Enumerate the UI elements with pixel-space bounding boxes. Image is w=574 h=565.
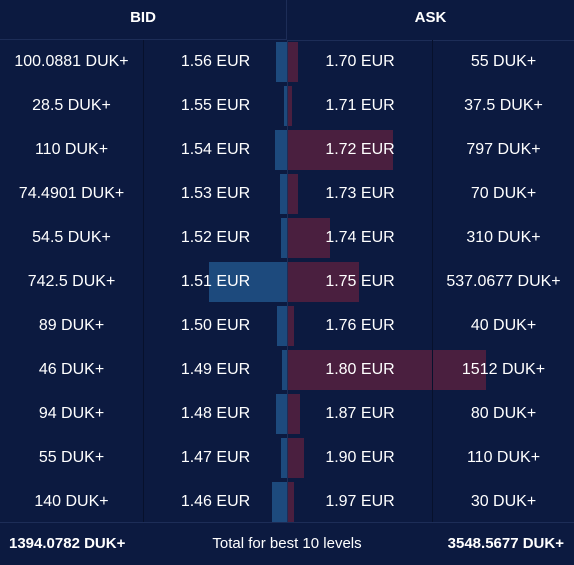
ask-price: 1.97 EUR bbox=[325, 493, 395, 510]
ask-depth-bar bbox=[288, 174, 298, 214]
ask-quantity: 797 DUK+ bbox=[466, 141, 541, 158]
ask-total: 3548.5677 DUK+ bbox=[447, 535, 564, 552]
bid-depth-bar bbox=[280, 174, 287, 214]
order-book-row[interactable]: 742.5 DUK+ 1.51 EUR 1.75 EUR 537.0677 DUK+ bbox=[0, 260, 574, 304]
bid-depth-bar bbox=[275, 130, 287, 170]
order-book-row[interactable]: 100.0881 DUK+ 1.56 EUR 1.70 EUR 55 DUK+ bbox=[0, 40, 574, 84]
ask-price: 1.73 EUR bbox=[325, 185, 395, 202]
bid-depth-bar bbox=[272, 482, 287, 522]
order-book-row[interactable]: 94 DUK+ 1.48 EUR 1.87 EUR 80 DUK+ bbox=[0, 392, 574, 436]
ask-depth-bar bbox=[288, 306, 294, 346]
bid-quantity: 94 DUK+ bbox=[38, 405, 105, 422]
bid-quantity: 110 DUK+ bbox=[34, 141, 109, 158]
bid-price: 1.55 EUR bbox=[180, 97, 251, 114]
ask-header: ASK bbox=[287, 0, 574, 41]
ask-price: 1.87 EUR bbox=[325, 405, 395, 422]
bid-quantity: 46 DUK+ bbox=[38, 361, 105, 378]
totals-label: Total for best 10 levels bbox=[212, 535, 362, 552]
order-book-rows: 100.0881 DUK+ 1.56 EUR 1.70 EUR 55 DUK+ 28.5… bbox=[0, 40, 574, 524]
order-book-row[interactable]: 110 DUK+ 1.54 EUR 1.72 EUR 797 DUK+ bbox=[0, 128, 574, 172]
order-book-row[interactable]: 140 DUK+ 1.46 EUR 1.97 EUR 30 DUK+ bbox=[0, 480, 574, 524]
ask-depth-bar bbox=[288, 130, 393, 170]
ask-price: 1.71 EUR bbox=[325, 97, 395, 114]
bid-header: BID bbox=[0, 0, 287, 40]
bid-depth-bar bbox=[284, 86, 287, 126]
column-divider bbox=[432, 40, 433, 522]
bid-depth-bar bbox=[209, 262, 287, 302]
ask-depth-bar bbox=[288, 482, 294, 522]
order-book-row[interactable]: 54.5 DUK+ 1.52 EUR 1.74 EUR 310 DUK+ bbox=[0, 216, 574, 260]
bid-price: 1.52 EUR bbox=[180, 229, 251, 246]
ask-quantity: 40 DUK+ bbox=[470, 317, 537, 334]
bid-depth-bar bbox=[281, 438, 287, 478]
ask-depth-bar bbox=[288, 86, 292, 126]
ask-quantity: 310 DUK+ bbox=[466, 229, 541, 246]
ask-depth-bar bbox=[288, 218, 330, 258]
order-book-row[interactable]: 28.5 DUK+ 1.55 EUR 1.71 EUR 37.5 DUK+ bbox=[0, 84, 574, 128]
order-book-row[interactable]: 74.4901 DUK+ 1.53 EUR 1.73 EUR 70 DUK+ bbox=[0, 172, 574, 216]
bid-price: 1.53 EUR bbox=[180, 185, 251, 202]
bid-quantity: 74.4901 DUK+ bbox=[18, 185, 125, 202]
ask-quantity: 70 DUK+ bbox=[470, 185, 537, 202]
bid-price: 1.51 EUR bbox=[180, 273, 251, 290]
ask-quantity: 1512 DUK+ bbox=[461, 361, 546, 378]
ask-depth-bar bbox=[288, 394, 300, 434]
bid-depth-bar bbox=[281, 218, 287, 258]
bid-quantity: 100.0881 DUK+ bbox=[14, 53, 129, 70]
order-book-row[interactable]: 89 DUK+ 1.50 EUR 1.76 EUR 40 DUK+ bbox=[0, 304, 574, 348]
center-divider bbox=[287, 40, 288, 522]
ask-quantity: 30 DUK+ bbox=[470, 493, 537, 510]
bid-quantity: 55 DUK+ bbox=[38, 449, 105, 466]
ask-price: 1.80 EUR bbox=[325, 361, 395, 378]
ask-price: 1.90 EUR bbox=[325, 449, 395, 466]
bid-quantity: 89 DUK+ bbox=[38, 317, 105, 334]
order-book-row[interactable]: 55 DUK+ 1.47 EUR 1.90 EUR 110 DUK+ bbox=[0, 436, 574, 480]
totals-footer: Total for best 10 levels 1394.0782 DUK+ … bbox=[0, 522, 574, 562]
bid-price: 1.46 EUR bbox=[180, 493, 251, 510]
ask-price: 1.74 EUR bbox=[325, 229, 395, 246]
bid-price: 1.50 EUR bbox=[180, 317, 251, 334]
bid-quantity: 140 DUK+ bbox=[34, 493, 109, 510]
ask-depth-bar bbox=[288, 350, 486, 390]
bid-quantity: 54.5 DUK+ bbox=[32, 229, 111, 246]
ask-depth-bar bbox=[288, 42, 298, 82]
bid-price: 1.48 EUR bbox=[180, 405, 251, 422]
ask-quantity: 37.5 DUK+ bbox=[464, 97, 543, 114]
bid-price: 1.56 EUR bbox=[180, 53, 251, 70]
bid-price: 1.49 EUR bbox=[180, 361, 251, 378]
ask-quantity: 55 DUK+ bbox=[470, 53, 537, 70]
bid-quantity: 742.5 DUK+ bbox=[27, 273, 116, 290]
bid-total: 1394.0782 DUK+ bbox=[9, 535, 126, 552]
ask-depth-bar bbox=[288, 438, 304, 478]
bid-depth-bar bbox=[276, 394, 287, 434]
bid-depth-bar bbox=[277, 306, 287, 346]
bid-depth-bar bbox=[282, 350, 287, 390]
ask-price: 1.76 EUR bbox=[325, 317, 395, 334]
ask-price: 1.70 EUR bbox=[325, 53, 395, 70]
bid-price: 1.54 EUR bbox=[180, 141, 251, 158]
ask-price: 1.72 EUR bbox=[325, 141, 395, 158]
column-divider bbox=[143, 40, 144, 522]
bid-price: 1.47 EUR bbox=[180, 449, 251, 466]
ask-quantity: 110 DUK+ bbox=[466, 449, 541, 466]
ask-quantity: 80 DUK+ bbox=[470, 405, 537, 422]
ask-price: 1.75 EUR bbox=[325, 273, 395, 290]
ask-quantity: 537.0677 DUK+ bbox=[446, 273, 561, 290]
ask-depth-bar bbox=[288, 262, 359, 302]
bid-depth-bar bbox=[276, 42, 287, 82]
bid-quantity: 28.5 DUK+ bbox=[32, 97, 111, 114]
order-book-row[interactable]: 46 DUK+ 1.49 EUR 1.80 EUR 1512 DUK+ bbox=[0, 348, 574, 392]
